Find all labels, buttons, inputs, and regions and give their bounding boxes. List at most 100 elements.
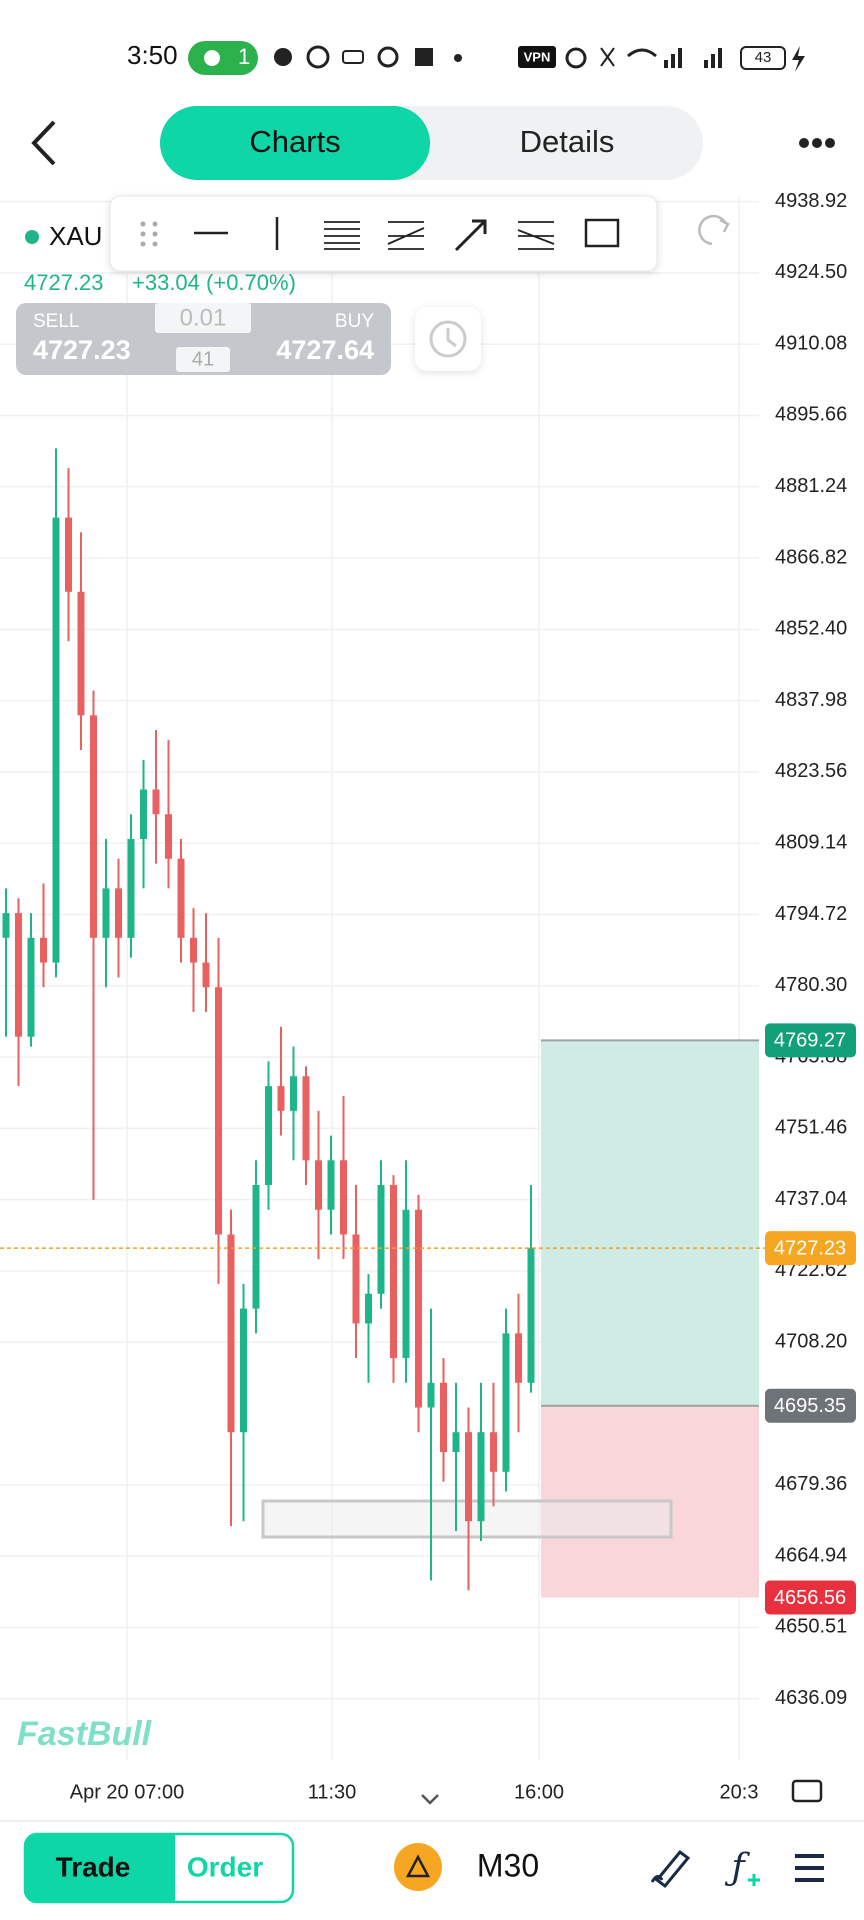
candle-body xyxy=(277,1086,285,1111)
candle-body xyxy=(140,789,147,839)
price-badge-label: 4769.27 xyxy=(774,1030,846,1052)
symbol-dot xyxy=(25,230,39,244)
candle-body xyxy=(315,1160,322,1210)
sell-label[interactable]: SELL xyxy=(33,311,79,332)
notification-count: 1 xyxy=(238,44,250,69)
buy-price[interactable]: 4727.64 xyxy=(276,335,374,365)
tab-charts[interactable]: Charts xyxy=(249,124,340,159)
price-badge xyxy=(765,1580,856,1615)
tab-details[interactable]: Details xyxy=(520,124,615,159)
x-tick-label: 20:3 xyxy=(720,1781,759,1803)
charging-icon xyxy=(792,46,805,72)
candle-body xyxy=(40,937,47,963)
candle-body xyxy=(15,913,22,1037)
trade-tab[interactable]: Trade xyxy=(56,1851,131,1882)
watermark: FastBull xyxy=(17,1715,153,1753)
battery xyxy=(740,46,786,70)
y-tick-label: 4924.50 xyxy=(775,261,847,283)
menu-button[interactable] xyxy=(795,1854,824,1882)
candle-body xyxy=(327,1160,335,1210)
trade-active[interactable] xyxy=(25,1835,175,1901)
x-tick-label: 16:00 xyxy=(514,1781,564,1803)
candle-body xyxy=(465,1432,472,1522)
back-button[interactable] xyxy=(31,120,56,166)
candle-body xyxy=(65,517,72,592)
drawing-toolbar xyxy=(109,195,730,272)
lot-size[interactable]: 0.01 xyxy=(180,304,227,331)
hotspot-pill xyxy=(188,41,258,75)
more-button[interactable] xyxy=(799,138,835,148)
candle-body xyxy=(452,1432,460,1452)
candle-body xyxy=(90,715,97,938)
tab-charts-active[interactable] xyxy=(160,106,430,180)
candle-body xyxy=(365,1293,372,1324)
indicator-button[interactable]: ƒ xyxy=(724,1847,750,1888)
candle-body xyxy=(165,814,172,859)
candle-body xyxy=(115,888,122,938)
candle-body xyxy=(402,1209,410,1359)
y-tick-label: 4708.20 xyxy=(775,1331,847,1353)
indicator-plus xyxy=(748,1874,760,1886)
candle-body xyxy=(390,1185,397,1359)
buy-label[interactable]: BUY xyxy=(335,311,374,332)
candle-body xyxy=(152,789,160,815)
y-tick-label: 4809.14 xyxy=(775,831,847,853)
candle-body xyxy=(477,1432,485,1522)
x-tick-label: Apr 20 07:00 xyxy=(70,1781,185,1803)
symbol-price: 4727.23 xyxy=(24,270,104,295)
candle-body xyxy=(177,858,185,938)
status-icons xyxy=(274,45,462,69)
status-time: 3:50 xyxy=(127,40,178,70)
sell-price[interactable]: 4727.23 xyxy=(33,335,131,365)
refresh-button[interactable] xyxy=(415,307,481,371)
candle-body xyxy=(27,937,35,1037)
candle-body xyxy=(252,1185,260,1309)
y-tick-label: 4852.40 xyxy=(775,618,847,640)
candle-body xyxy=(227,1234,235,1433)
take-profit-zone xyxy=(541,1040,759,1406)
candle-body xyxy=(527,1248,535,1383)
y-tick-label: 4664.94 xyxy=(775,1544,847,1566)
price-badge-label: 4695.35 xyxy=(774,1395,846,1417)
y-tick-label: 4751.46 xyxy=(775,1117,847,1139)
asset-icon[interactable] xyxy=(394,1843,442,1891)
y-tick-label: 4837.98 xyxy=(775,689,847,711)
timeframe[interactable]: M30 xyxy=(477,1847,539,1883)
candle-body xyxy=(415,1209,422,1408)
candle-body xyxy=(102,888,110,938)
y-tick-label: 4650.51 xyxy=(775,1616,847,1638)
price-badge xyxy=(765,1388,856,1423)
candle-body xyxy=(440,1382,447,1452)
candle-body xyxy=(265,1086,272,1186)
symbol-name[interactable]: XAU xyxy=(49,221,102,251)
candle-body xyxy=(2,913,10,938)
candle-body xyxy=(340,1160,347,1235)
vpn-label: VPN xyxy=(524,49,551,64)
layout-button[interactable] xyxy=(791,1779,823,1803)
candle-body xyxy=(515,1333,522,1383)
order-tab[interactable]: Order xyxy=(187,1851,263,1882)
y-tick-label: 4636.09 xyxy=(775,1687,847,1709)
candle-body xyxy=(290,1076,297,1111)
y-tick-label: 4866.82 xyxy=(775,546,847,568)
candle-body xyxy=(490,1432,497,1472)
candle-body xyxy=(202,962,210,988)
candle-body xyxy=(377,1185,385,1294)
candle-body xyxy=(352,1234,360,1324)
candle-body xyxy=(215,987,222,1235)
price-badge-label: 4727.23 xyxy=(774,1237,846,1259)
vpn-badge xyxy=(518,46,556,68)
collapse-chevron[interactable] xyxy=(421,1794,439,1805)
candle-body xyxy=(502,1333,510,1472)
candle-body xyxy=(190,937,197,963)
candle-body xyxy=(77,591,85,716)
asset-icon-glyph xyxy=(405,1854,431,1878)
y-tick-label: 4794.72 xyxy=(775,903,847,925)
y-tick-label: 4679.36 xyxy=(775,1473,847,1495)
status-icons-right xyxy=(565,47,722,69)
quote-panel xyxy=(16,303,391,375)
draw-tool-button[interactable] xyxy=(650,1849,691,1889)
y-tick-label: 4737.04 xyxy=(775,1188,847,1210)
y-tick-label: 4910.08 xyxy=(775,332,847,354)
